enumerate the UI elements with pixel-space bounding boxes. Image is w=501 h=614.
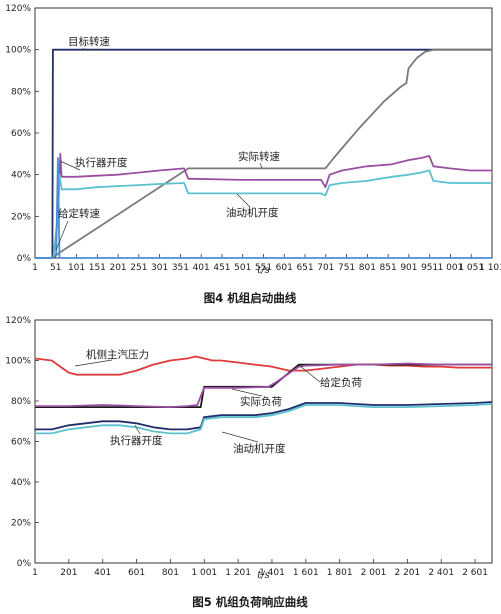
series-line-4 xyxy=(35,401,493,431)
y-tick-label: 40% xyxy=(11,171,31,181)
x-tick-label: 1 001 xyxy=(438,263,464,273)
x-tick-label: 201 xyxy=(60,568,77,578)
x-tick-label: 51 xyxy=(50,263,61,273)
annotation-pointer xyxy=(55,220,69,251)
annotation-pointer xyxy=(231,388,263,397)
y-tick-label: 0% xyxy=(17,254,32,264)
figure-caption: 图5 机组负荷响应曲线 xyxy=(192,595,308,609)
y-tick-label: 80% xyxy=(11,397,31,407)
x-axis-label: t/s xyxy=(257,570,270,581)
series-line-3 xyxy=(35,362,492,409)
annotation-pointer xyxy=(59,160,81,171)
figure-caption: 图4 机组启动曲线 xyxy=(204,291,297,305)
x-tick-label: 301 xyxy=(151,263,168,273)
y-tick-label: 0% xyxy=(17,559,32,569)
series-line-1 xyxy=(34,355,492,376)
y-tick-label: 60% xyxy=(11,438,31,448)
x-tick-label: 451 xyxy=(213,263,230,273)
x-tick-label: 151 xyxy=(89,263,106,273)
chart-1: 0%20%40%60%80%100%120%1 51 101 151 201 251 301… xyxy=(5,4,501,305)
x-tick-label: 701 xyxy=(317,263,334,273)
x-tick-label: 2 601 xyxy=(462,568,488,578)
annotation-pointer xyxy=(134,424,141,435)
chart-2: 0% 20% 40% 60% 80% 100% 120% 1 201 401 601 801 1 001… xyxy=(5,316,493,609)
y-tick-label: 40% xyxy=(11,478,31,488)
y-tick-label: 120% xyxy=(5,4,31,14)
x-tick-label: 1 xyxy=(32,568,38,578)
series-annotation: 油动机开度 xyxy=(233,442,286,455)
y-tick-label: 60% xyxy=(11,129,31,139)
y-axis: 0% 20% 40% 60% 80% 100% 120% xyxy=(5,4,39,264)
series-annotation: 给定转速 xyxy=(58,207,100,220)
annotation-pointer xyxy=(81,48,101,51)
series-line-5 xyxy=(35,403,493,435)
series-annotation: 机侧主汽压力 xyxy=(86,348,149,361)
x-axis-label: t/s xyxy=(257,265,270,276)
x-tick-label: 2 401 xyxy=(428,568,454,578)
x-tick-label: 351 xyxy=(172,263,189,273)
x-tick-label: 2 001 xyxy=(361,568,387,578)
series-line-2 xyxy=(35,48,492,259)
x-tick-label: 201 xyxy=(109,263,126,273)
x-axis: 1 51 101 151 201 251 301 351 401 451 501 551 601 651 7… xyxy=(32,254,501,273)
x-tick-label: 1 001 xyxy=(191,568,217,578)
x-tick-label: 801 xyxy=(359,263,376,273)
x-tick-label: 601 xyxy=(276,263,293,273)
x-tick-label: 901 xyxy=(400,263,417,273)
y-tick-label: 100% xyxy=(5,46,31,56)
annotation-pointer xyxy=(236,193,251,208)
x-tick-label: 2 201 xyxy=(394,568,420,578)
y-tick-label: 20% xyxy=(11,212,31,222)
x-tick-label: 1 xyxy=(32,263,38,273)
x-tick-label: 501 xyxy=(234,263,251,273)
x-tick-label: 801 xyxy=(162,568,179,578)
y-tick-label: 120% xyxy=(5,316,31,326)
series-annotation: 给定负荷 xyxy=(320,376,362,389)
y-tick-label: 80% xyxy=(11,87,31,97)
x-tick-label: 651 xyxy=(296,263,313,273)
x-tick-label: 1 601 xyxy=(293,568,319,578)
x-tick-label: 1 801 xyxy=(327,568,353,578)
series-line-4 xyxy=(35,169,492,259)
x-tick-label: 401 xyxy=(193,263,210,273)
x-tick-label: 751 xyxy=(338,263,355,273)
x-tick-label: 251 xyxy=(130,263,147,273)
series-annotation: 目标转速 xyxy=(68,35,110,48)
series-annotation: 执行器开度 xyxy=(75,156,128,169)
series-annotation: 实际转速 xyxy=(238,150,280,163)
y-tick-label: 20% xyxy=(11,519,31,529)
annotation-pointer xyxy=(299,365,321,383)
x-tick-label: 551 xyxy=(255,263,272,273)
x-tick-label: 1 101 xyxy=(479,263,501,273)
x-tick-label: 951 xyxy=(421,263,438,273)
series-annotation: 实际负荷 xyxy=(240,395,282,408)
series-line-5 xyxy=(35,157,492,259)
series-line-3 xyxy=(35,152,492,259)
series-annotation: 油动机开度 xyxy=(226,206,279,219)
y-axis: 0% 20% 40% 60% 80% 100% 120% xyxy=(5,316,39,569)
x-tick-label: 1 051 xyxy=(458,263,484,273)
annotation-pointer xyxy=(221,431,259,443)
annotation-pointer xyxy=(74,359,113,367)
annotation-pointer xyxy=(259,162,263,169)
series-annotation: 执行器开度 xyxy=(110,434,163,447)
x-tick-label: 101 xyxy=(68,263,85,273)
x-tick-label: 1 201 xyxy=(225,568,251,578)
x-tick-label: 601 xyxy=(128,568,145,578)
x-axis: 1 201 401 601 801 1 001 1 201 1 401 1 601 1 801 2 … xyxy=(32,559,488,578)
x-tick-label: 1 401 xyxy=(259,568,285,578)
x-tick-label: 401 xyxy=(94,568,111,578)
y-tick-label: 100% xyxy=(5,357,31,367)
x-tick-label: 851 xyxy=(380,263,397,273)
